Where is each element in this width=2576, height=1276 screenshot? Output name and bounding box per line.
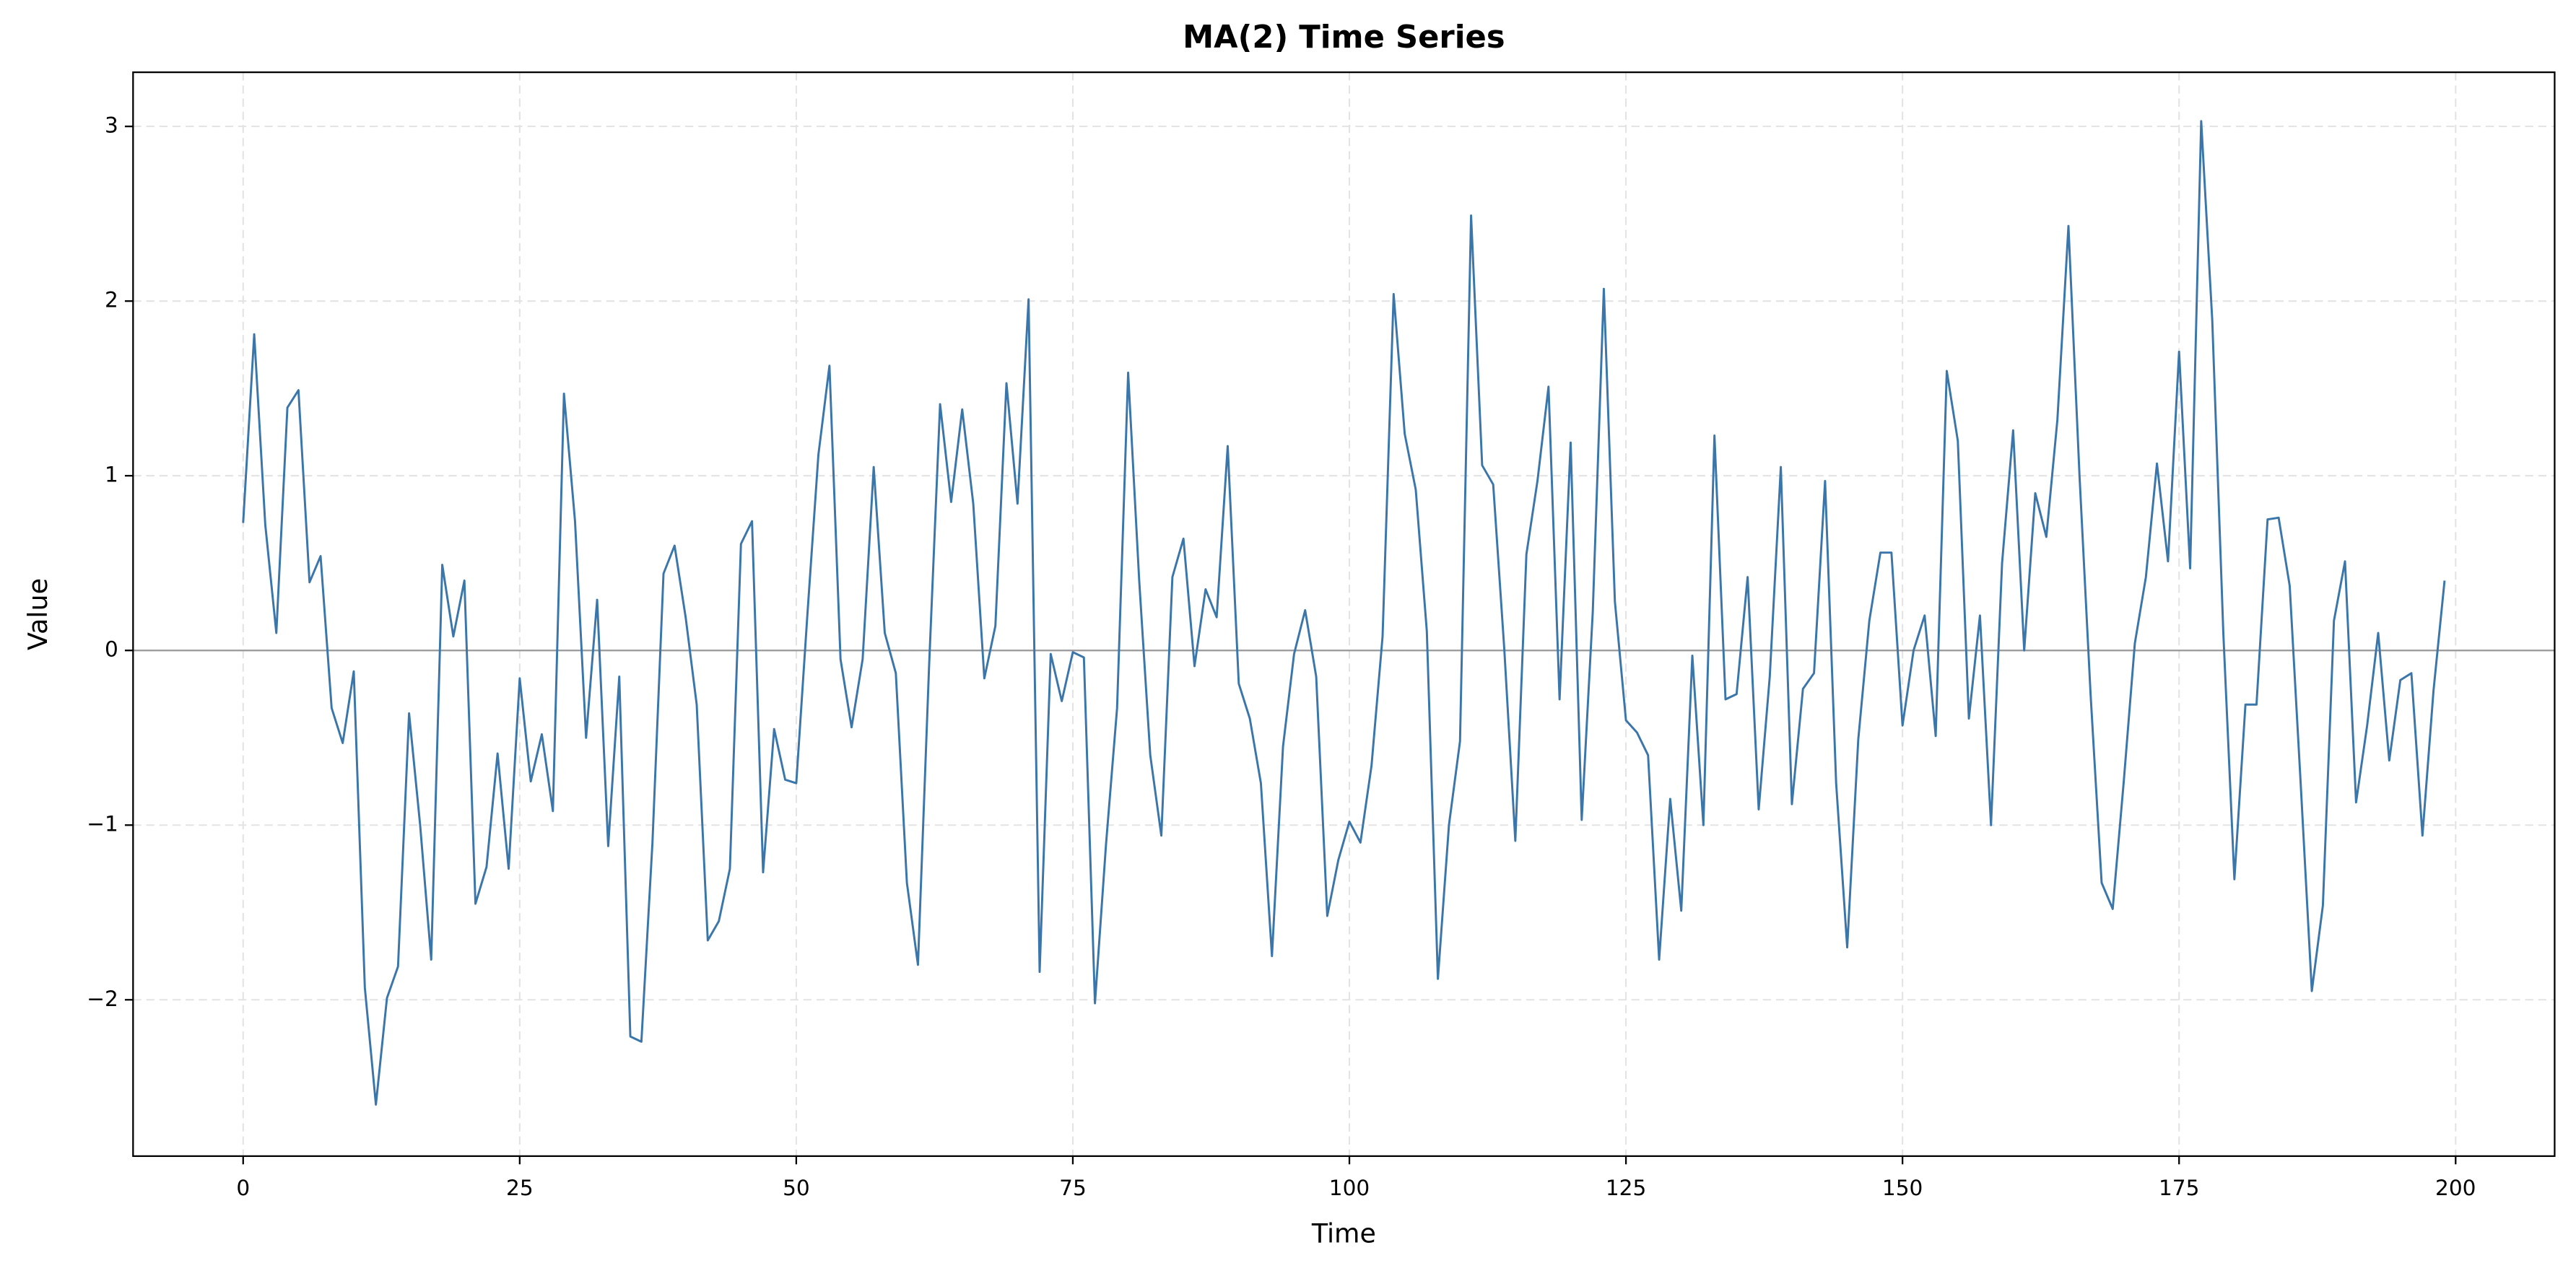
x-axis-label: Time <box>1311 1218 1376 1249</box>
y-axis-label: Value <box>22 578 53 650</box>
x-tick-label: 125 <box>1606 1176 1646 1200</box>
chart-title: MA(2) Time Series <box>1183 19 1505 56</box>
x-tick-label: 100 <box>1329 1176 1370 1200</box>
x-tick-label: 75 <box>1059 1176 1087 1200</box>
x-tick-label: 200 <box>2435 1176 2476 1200</box>
x-tick-label: 0 <box>236 1176 250 1200</box>
x-tick-label: 150 <box>1882 1176 1923 1200</box>
data-line <box>242 120 2446 1106</box>
y-tick-label: 3 <box>105 113 118 138</box>
y-tick-label: −2 <box>87 987 118 1011</box>
x-tick-label: 175 <box>2159 1176 2199 1200</box>
x-tick-label: 50 <box>783 1176 810 1200</box>
x-tick-label: 25 <box>506 1176 534 1200</box>
y-tick-label: −1 <box>87 812 118 836</box>
y-tick-label: 1 <box>105 463 118 487</box>
y-tick-label: 2 <box>105 288 118 313</box>
plot-frame <box>132 71 2556 1158</box>
y-tick-label: 0 <box>105 637 118 662</box>
